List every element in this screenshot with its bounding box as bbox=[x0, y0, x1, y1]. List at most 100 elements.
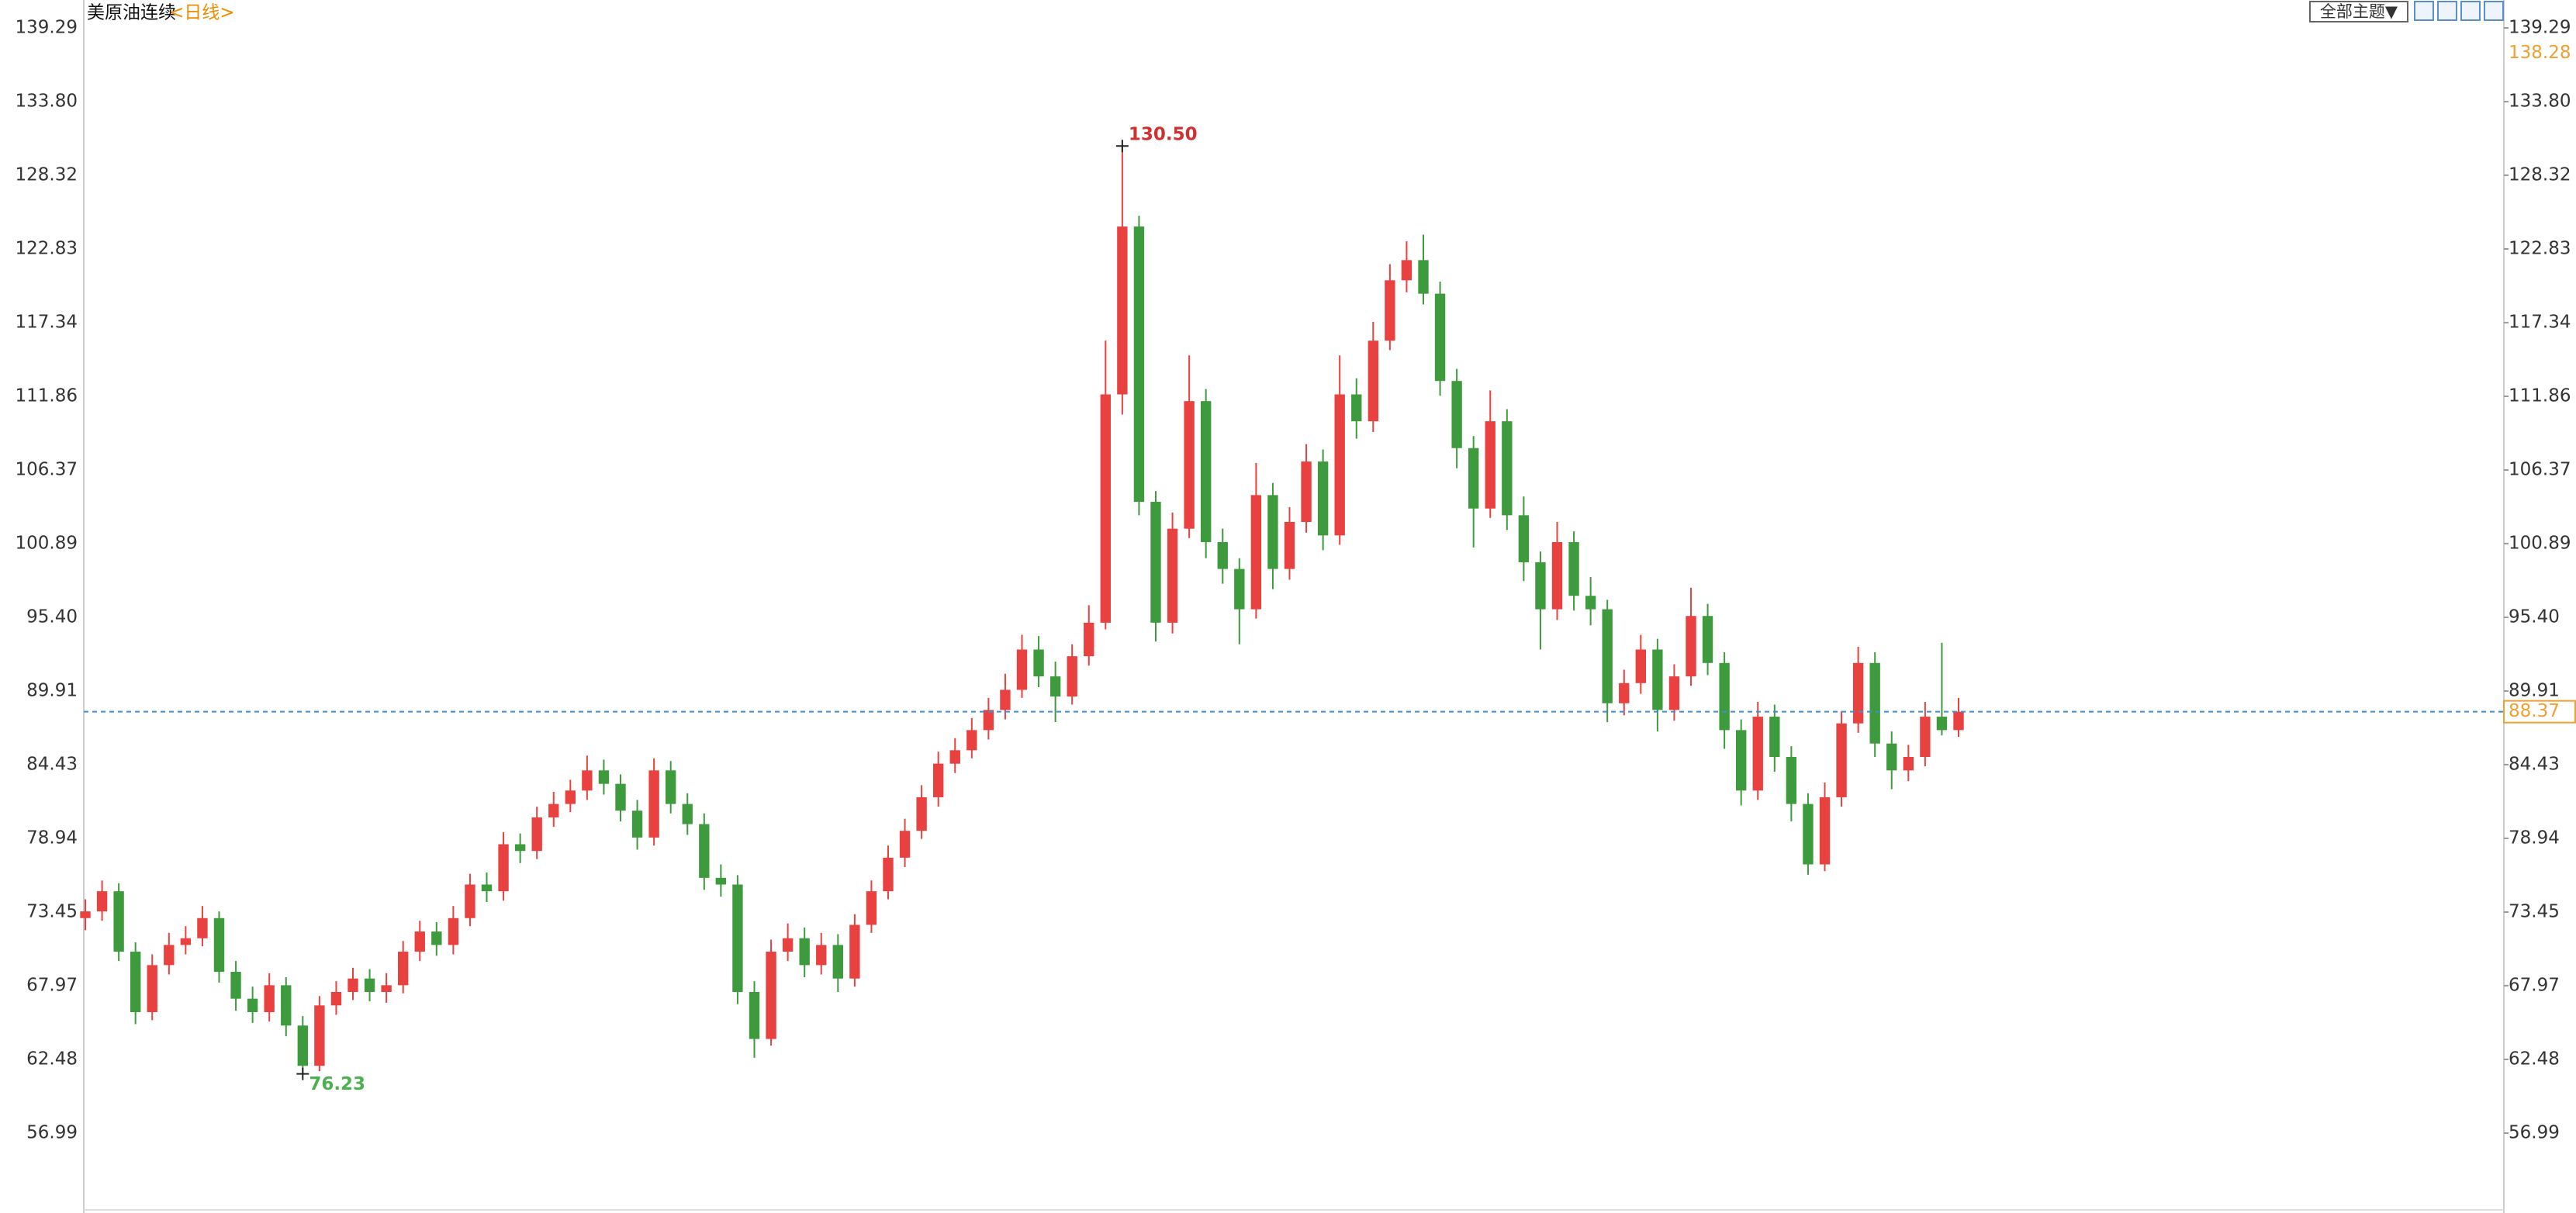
candle-body bbox=[1234, 568, 1245, 610]
candle-body bbox=[1184, 401, 1195, 529]
candle-body bbox=[1117, 226, 1128, 395]
high-annotation: 130.50 bbox=[1129, 125, 1198, 145]
candle-body bbox=[598, 770, 610, 784]
candle-body bbox=[1551, 541, 1563, 610]
candle-body bbox=[1602, 609, 1613, 703]
candle-body bbox=[933, 763, 944, 797]
candle-body bbox=[1084, 622, 1094, 657]
candle-body bbox=[1100, 394, 1111, 623]
y-tick-label: 122.83 bbox=[16, 239, 78, 259]
candle-body bbox=[1502, 421, 1513, 516]
y-tick-label: 89.91 bbox=[26, 680, 78, 700]
candle-body bbox=[983, 710, 994, 731]
candle-body bbox=[348, 978, 358, 993]
y-tick-label-right: 133.80 bbox=[2509, 92, 2571, 112]
y-tick-label: 73.45 bbox=[26, 901, 78, 921]
y-tick-label: 133.80 bbox=[16, 92, 78, 112]
candle-body bbox=[1217, 541, 1228, 569]
candle-body bbox=[1067, 656, 1077, 697]
candle-body bbox=[164, 945, 175, 966]
candle-body bbox=[414, 931, 425, 952]
candle-body bbox=[531, 817, 542, 852]
candle-body bbox=[1886, 743, 1897, 771]
y-tick-label-right: 106.37 bbox=[2509, 460, 2571, 480]
tool-button[interactable] bbox=[2484, 1, 2504, 21]
candle-body bbox=[832, 945, 843, 979]
candle-body bbox=[1000, 689, 1011, 710]
candle-body bbox=[1719, 662, 1730, 731]
candle-body bbox=[465, 884, 475, 918]
candle-body bbox=[1150, 502, 1161, 623]
candle-body bbox=[1250, 495, 1262, 610]
candle-body bbox=[431, 931, 442, 945]
candle-body bbox=[1702, 616, 1713, 663]
y-tick-label-right: 84.43 bbox=[2509, 754, 2560, 774]
candle-body bbox=[1451, 381, 1462, 448]
candle-body bbox=[1769, 717, 1780, 758]
candle-body bbox=[582, 770, 593, 791]
tool-button[interactable] bbox=[2460, 1, 2481, 21]
candle-body bbox=[113, 891, 124, 952]
candle-body bbox=[799, 938, 810, 966]
candle-body bbox=[1133, 226, 1145, 503]
candle-body bbox=[180, 938, 192, 945]
candle-body bbox=[1836, 723, 1847, 797]
candle-body bbox=[264, 985, 275, 1012]
high-marker bbox=[1115, 140, 1129, 153]
candle-body bbox=[1752, 717, 1763, 791]
candle-body bbox=[1301, 461, 1312, 523]
y-tick-label-right: 117.34 bbox=[2509, 313, 2571, 333]
candle-body bbox=[514, 844, 526, 852]
candle-body bbox=[1351, 394, 1362, 422]
y-tick-label-right: 89.91 bbox=[2509, 680, 2560, 700]
candle-body bbox=[297, 1025, 308, 1066]
candle-body bbox=[565, 790, 576, 804]
candle-body bbox=[1903, 757, 1914, 771]
candle-body bbox=[1284, 522, 1295, 569]
candle-body bbox=[1953, 711, 1964, 731]
tool-button[interactable] bbox=[2414, 1, 2434, 21]
candle-body bbox=[1401, 260, 1412, 281]
y-tick-label: 78.94 bbox=[26, 828, 78, 848]
candle-body bbox=[749, 992, 760, 1039]
candle-body bbox=[866, 891, 877, 925]
candle-body bbox=[1936, 717, 1948, 731]
candle-body bbox=[1786, 757, 1797, 804]
candle-body bbox=[1317, 461, 1329, 536]
candle-body bbox=[849, 924, 860, 979]
y-tick-label: 128.32 bbox=[16, 164, 78, 185]
y-tick-label-right: 67.97 bbox=[2509, 975, 2560, 995]
candle-body bbox=[631, 810, 643, 838]
candle-body bbox=[498, 844, 509, 892]
candle-body bbox=[1485, 421, 1495, 509]
theme-button-box[interactable] bbox=[2309, 1, 2408, 22]
candle-body bbox=[1368, 340, 1378, 422]
y-tick-label: 56.99 bbox=[26, 1122, 78, 1142]
y-tick-label: 117.34 bbox=[16, 313, 78, 333]
candle-body bbox=[213, 918, 225, 973]
candle-body bbox=[1686, 616, 1696, 677]
candle-body bbox=[448, 918, 459, 945]
candle-body bbox=[666, 770, 676, 804]
candle-body bbox=[648, 770, 659, 838]
cursor-value: 138.28 bbox=[2509, 43, 2571, 63]
candle-body bbox=[247, 998, 258, 1012]
tool-button[interactable] bbox=[2437, 1, 2457, 21]
candle-body bbox=[1619, 683, 1630, 703]
candle-body bbox=[1585, 596, 1596, 610]
y-tick-label-right: 139.29 bbox=[2509, 18, 2571, 38]
candle-body bbox=[732, 884, 743, 993]
low-marker bbox=[296, 1067, 309, 1080]
candle-body bbox=[615, 783, 626, 811]
candle-body bbox=[281, 985, 292, 1026]
theme-button[interactable]: 全部主题▼ bbox=[2320, 2, 2398, 21]
candle-body bbox=[1852, 662, 1864, 724]
candle-body bbox=[130, 952, 141, 1012]
candle-body bbox=[682, 803, 693, 824]
candle-body bbox=[1385, 280, 1395, 341]
candle-body bbox=[80, 911, 91, 918]
y-tick-label-right: 95.40 bbox=[2509, 606, 2560, 627]
y-tick-label: 106.37 bbox=[16, 460, 78, 480]
